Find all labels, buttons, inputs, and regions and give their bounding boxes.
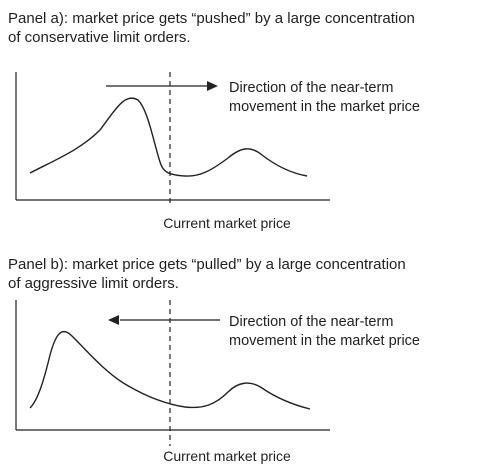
- panel-b-x-axis-label: Current market price: [0, 448, 468, 464]
- panel-b-direction-label-line1: Direction of the near-term: [229, 314, 393, 330]
- panel-b-arrowhead: [108, 315, 119, 325]
- panel-b-direction-label-line2: movement in the market price: [229, 333, 420, 349]
